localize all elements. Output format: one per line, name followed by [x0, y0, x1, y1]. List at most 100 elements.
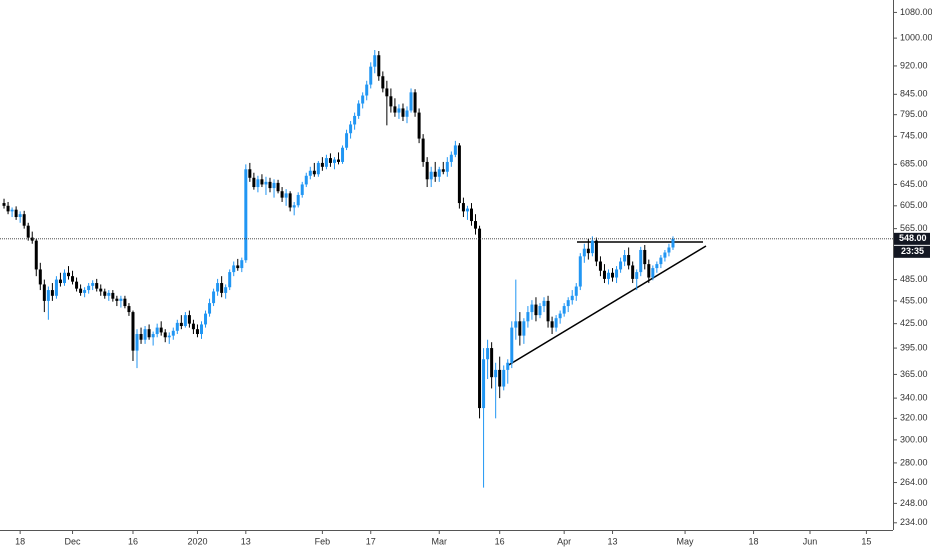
candle-body: [312, 170, 316, 175]
candle-body: [119, 298, 123, 301]
candle-body: [445, 161, 449, 172]
candle-body: [34, 240, 38, 270]
candle-body: [328, 158, 332, 163]
candle-body: [453, 145, 457, 155]
candle-body: [425, 161, 429, 180]
candle-body: [341, 147, 345, 162]
candle-body: [518, 321, 522, 336]
candle-body: [195, 329, 199, 335]
candle-body: [111, 292, 115, 299]
candle-body: [478, 228, 482, 409]
candle-body: [538, 306, 542, 316]
candle-body: [264, 181, 268, 185]
candle-body: [337, 159, 341, 162]
candle-body: [183, 315, 187, 327]
candle-body: [304, 175, 308, 185]
candle-body: [38, 269, 42, 285]
candle-body: [256, 179, 260, 188]
candle-body: [54, 279, 58, 296]
y-tick-label: 248.00: [900, 498, 928, 508]
candle-body: [50, 290, 54, 296]
candle-body: [308, 170, 312, 176]
candle-body: [663, 252, 667, 258]
candle-body: [99, 288, 103, 292]
candle-body: [514, 321, 518, 328]
candle-body: [10, 209, 14, 212]
candle-body: [635, 272, 639, 279]
candle-body: [647, 264, 651, 278]
candle-body: [131, 312, 135, 351]
candle-body: [18, 214, 22, 218]
x-tick-label: 18: [749, 536, 759, 546]
support-trendline: [506, 245, 707, 367]
candle-body: [123, 298, 127, 307]
candle-body: [2, 203, 6, 206]
candle-body: [171, 330, 175, 336]
candle-body: [639, 249, 643, 273]
candle-body: [220, 283, 224, 293]
candle-body: [457, 145, 461, 204]
y-tick-label: 395.00: [900, 342, 928, 352]
candle-body: [75, 281, 79, 289]
candle-body: [365, 84, 369, 96]
candle-body: [449, 154, 453, 162]
candle-body: [510, 327, 514, 363]
candle-body: [167, 335, 171, 338]
x-tick-label: 18: [15, 536, 25, 546]
candle-body: [526, 312, 530, 322]
candle-body: [147, 329, 151, 338]
candle-body: [268, 181, 272, 189]
candle-body: [204, 313, 208, 325]
candle-body: [417, 112, 421, 139]
candle-body: [236, 265, 240, 269]
candle-body: [474, 221, 478, 229]
candle-body: [107, 292, 111, 296]
candle-body: [79, 288, 83, 293]
y-tick-label: 920.00: [900, 60, 928, 70]
candle-body: [461, 203, 465, 212]
candle-body: [244, 169, 248, 261]
y-tick-label: 565.00: [900, 223, 928, 233]
candles: [2, 50, 675, 488]
countdown-badge: [894, 245, 930, 258]
candle-body: [91, 283, 95, 286]
candle-body: [300, 184, 304, 195]
candle-body: [216, 283, 220, 292]
y-tick-label: 645.00: [900, 179, 928, 189]
candle-body: [389, 96, 393, 107]
candle-body: [522, 321, 526, 336]
candle-body: [71, 276, 75, 282]
candle-body: [260, 179, 264, 185]
candle-body: [332, 159, 336, 163]
candle-body: [643, 249, 647, 265]
y-tick-label: 485.00: [900, 274, 928, 284]
candle-body: [578, 256, 582, 287]
x-tick-label: May: [677, 536, 695, 546]
candle-body: [46, 290, 50, 301]
candle-body: [558, 313, 562, 319]
candle-body: [175, 322, 179, 331]
candle-body: [127, 306, 131, 313]
candle-body: [26, 225, 30, 238]
candle-body: [151, 334, 155, 338]
y-tick-label: 300.00: [900, 434, 928, 444]
candle-body: [199, 324, 203, 335]
candle-body: [155, 327, 159, 335]
candle-body: [393, 106, 397, 113]
candle-body: [409, 92, 413, 111]
candle-body: [252, 177, 256, 188]
candle-body: [22, 214, 26, 226]
y-tick-label: 795.00: [900, 109, 928, 119]
candle-body: [486, 348, 490, 360]
candle-body: [574, 286, 578, 296]
x-tick-label: Apr: [557, 536, 571, 546]
x-tick-label: 16: [128, 536, 138, 546]
candle-body: [361, 95, 365, 104]
candle-body: [433, 171, 437, 177]
x-tick-label: 17: [366, 536, 376, 546]
candle-body: [373, 55, 377, 67]
candle-body: [103, 291, 107, 296]
candle-body: [562, 306, 566, 314]
candle-body: [385, 88, 389, 97]
